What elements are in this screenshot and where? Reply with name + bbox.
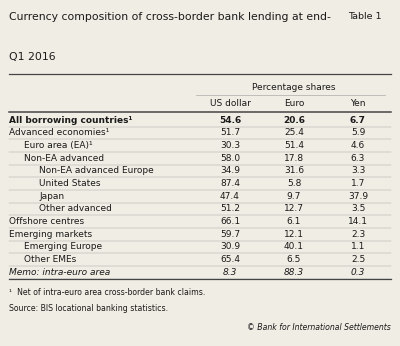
Text: 1.7: 1.7 xyxy=(351,179,365,188)
Text: 17.8: 17.8 xyxy=(284,154,304,163)
Text: 31.6: 31.6 xyxy=(284,166,304,175)
Text: 5.8: 5.8 xyxy=(287,179,301,188)
Text: 3.5: 3.5 xyxy=(351,204,365,213)
Text: 51.7: 51.7 xyxy=(220,128,240,137)
Text: 6.7: 6.7 xyxy=(350,116,366,125)
Text: Currency composition of cross-border bank lending at end-: Currency composition of cross-border ban… xyxy=(9,12,331,22)
Text: 1.1: 1.1 xyxy=(351,242,365,251)
Text: 20.6: 20.6 xyxy=(283,116,305,125)
Text: 58.0: 58.0 xyxy=(220,154,240,163)
Text: © Bank for International Settlements: © Bank for International Settlements xyxy=(248,323,391,332)
Text: US dollar: US dollar xyxy=(210,99,250,108)
Text: Memo: intra-euro area: Memo: intra-euro area xyxy=(9,268,110,277)
Text: Advanced economies¹: Advanced economies¹ xyxy=(9,128,109,137)
Text: 47.4: 47.4 xyxy=(220,192,240,201)
Text: 51.2: 51.2 xyxy=(220,204,240,213)
Text: Other advanced: Other advanced xyxy=(39,204,112,213)
Text: 87.4: 87.4 xyxy=(220,179,240,188)
Text: 30.9: 30.9 xyxy=(220,242,240,251)
Text: 12.7: 12.7 xyxy=(284,204,304,213)
Text: 14.1: 14.1 xyxy=(348,217,368,226)
Text: Offshore centres: Offshore centres xyxy=(9,217,84,226)
Text: Other EMEs: Other EMEs xyxy=(24,255,76,264)
Text: Non-EA advanced: Non-EA advanced xyxy=(24,154,104,163)
Text: 3.3: 3.3 xyxy=(351,166,365,175)
Text: Source: BIS locational banking statistics.: Source: BIS locational banking statistic… xyxy=(9,304,168,313)
Text: 66.1: 66.1 xyxy=(220,217,240,226)
Text: Euro: Euro xyxy=(284,99,304,108)
Text: 37.9: 37.9 xyxy=(348,192,368,201)
Text: 40.1: 40.1 xyxy=(284,242,304,251)
Text: Euro area (EA)¹: Euro area (EA)¹ xyxy=(24,141,93,150)
Text: 30.3: 30.3 xyxy=(220,141,240,150)
Text: Percentage shares: Percentage shares xyxy=(252,83,336,92)
Text: 6.1: 6.1 xyxy=(287,217,301,226)
Text: Japan: Japan xyxy=(39,192,64,201)
Text: Non-EA advanced Europe: Non-EA advanced Europe xyxy=(39,166,154,175)
Text: Emerging markets: Emerging markets xyxy=(9,230,92,239)
Text: 0.3: 0.3 xyxy=(351,268,365,277)
Text: ¹  Net of intra-euro area cross-border bank claims.: ¹ Net of intra-euro area cross-border ba… xyxy=(9,288,205,297)
Text: 51.4: 51.4 xyxy=(284,141,304,150)
Text: Q1 2016: Q1 2016 xyxy=(9,52,56,62)
Text: 9.7: 9.7 xyxy=(287,192,301,201)
Text: 6.3: 6.3 xyxy=(351,154,365,163)
Text: All borrowing countries¹: All borrowing countries¹ xyxy=(9,116,132,125)
Text: 88.3: 88.3 xyxy=(284,268,304,277)
Text: Yen: Yen xyxy=(350,99,366,108)
Text: 5.9: 5.9 xyxy=(351,128,365,137)
Text: Emerging Europe: Emerging Europe xyxy=(24,242,102,251)
Text: 25.4: 25.4 xyxy=(284,128,304,137)
Text: United States: United States xyxy=(39,179,101,188)
Text: 8.3: 8.3 xyxy=(223,268,237,277)
Text: 34.9: 34.9 xyxy=(220,166,240,175)
Text: 54.6: 54.6 xyxy=(219,116,241,125)
Text: 12.1: 12.1 xyxy=(284,230,304,239)
Text: 2.3: 2.3 xyxy=(351,230,365,239)
Text: 65.4: 65.4 xyxy=(220,255,240,264)
Text: 59.7: 59.7 xyxy=(220,230,240,239)
Text: 2.5: 2.5 xyxy=(351,255,365,264)
Text: Table 1: Table 1 xyxy=(348,12,382,21)
Text: 4.6: 4.6 xyxy=(351,141,365,150)
Text: 6.5: 6.5 xyxy=(287,255,301,264)
